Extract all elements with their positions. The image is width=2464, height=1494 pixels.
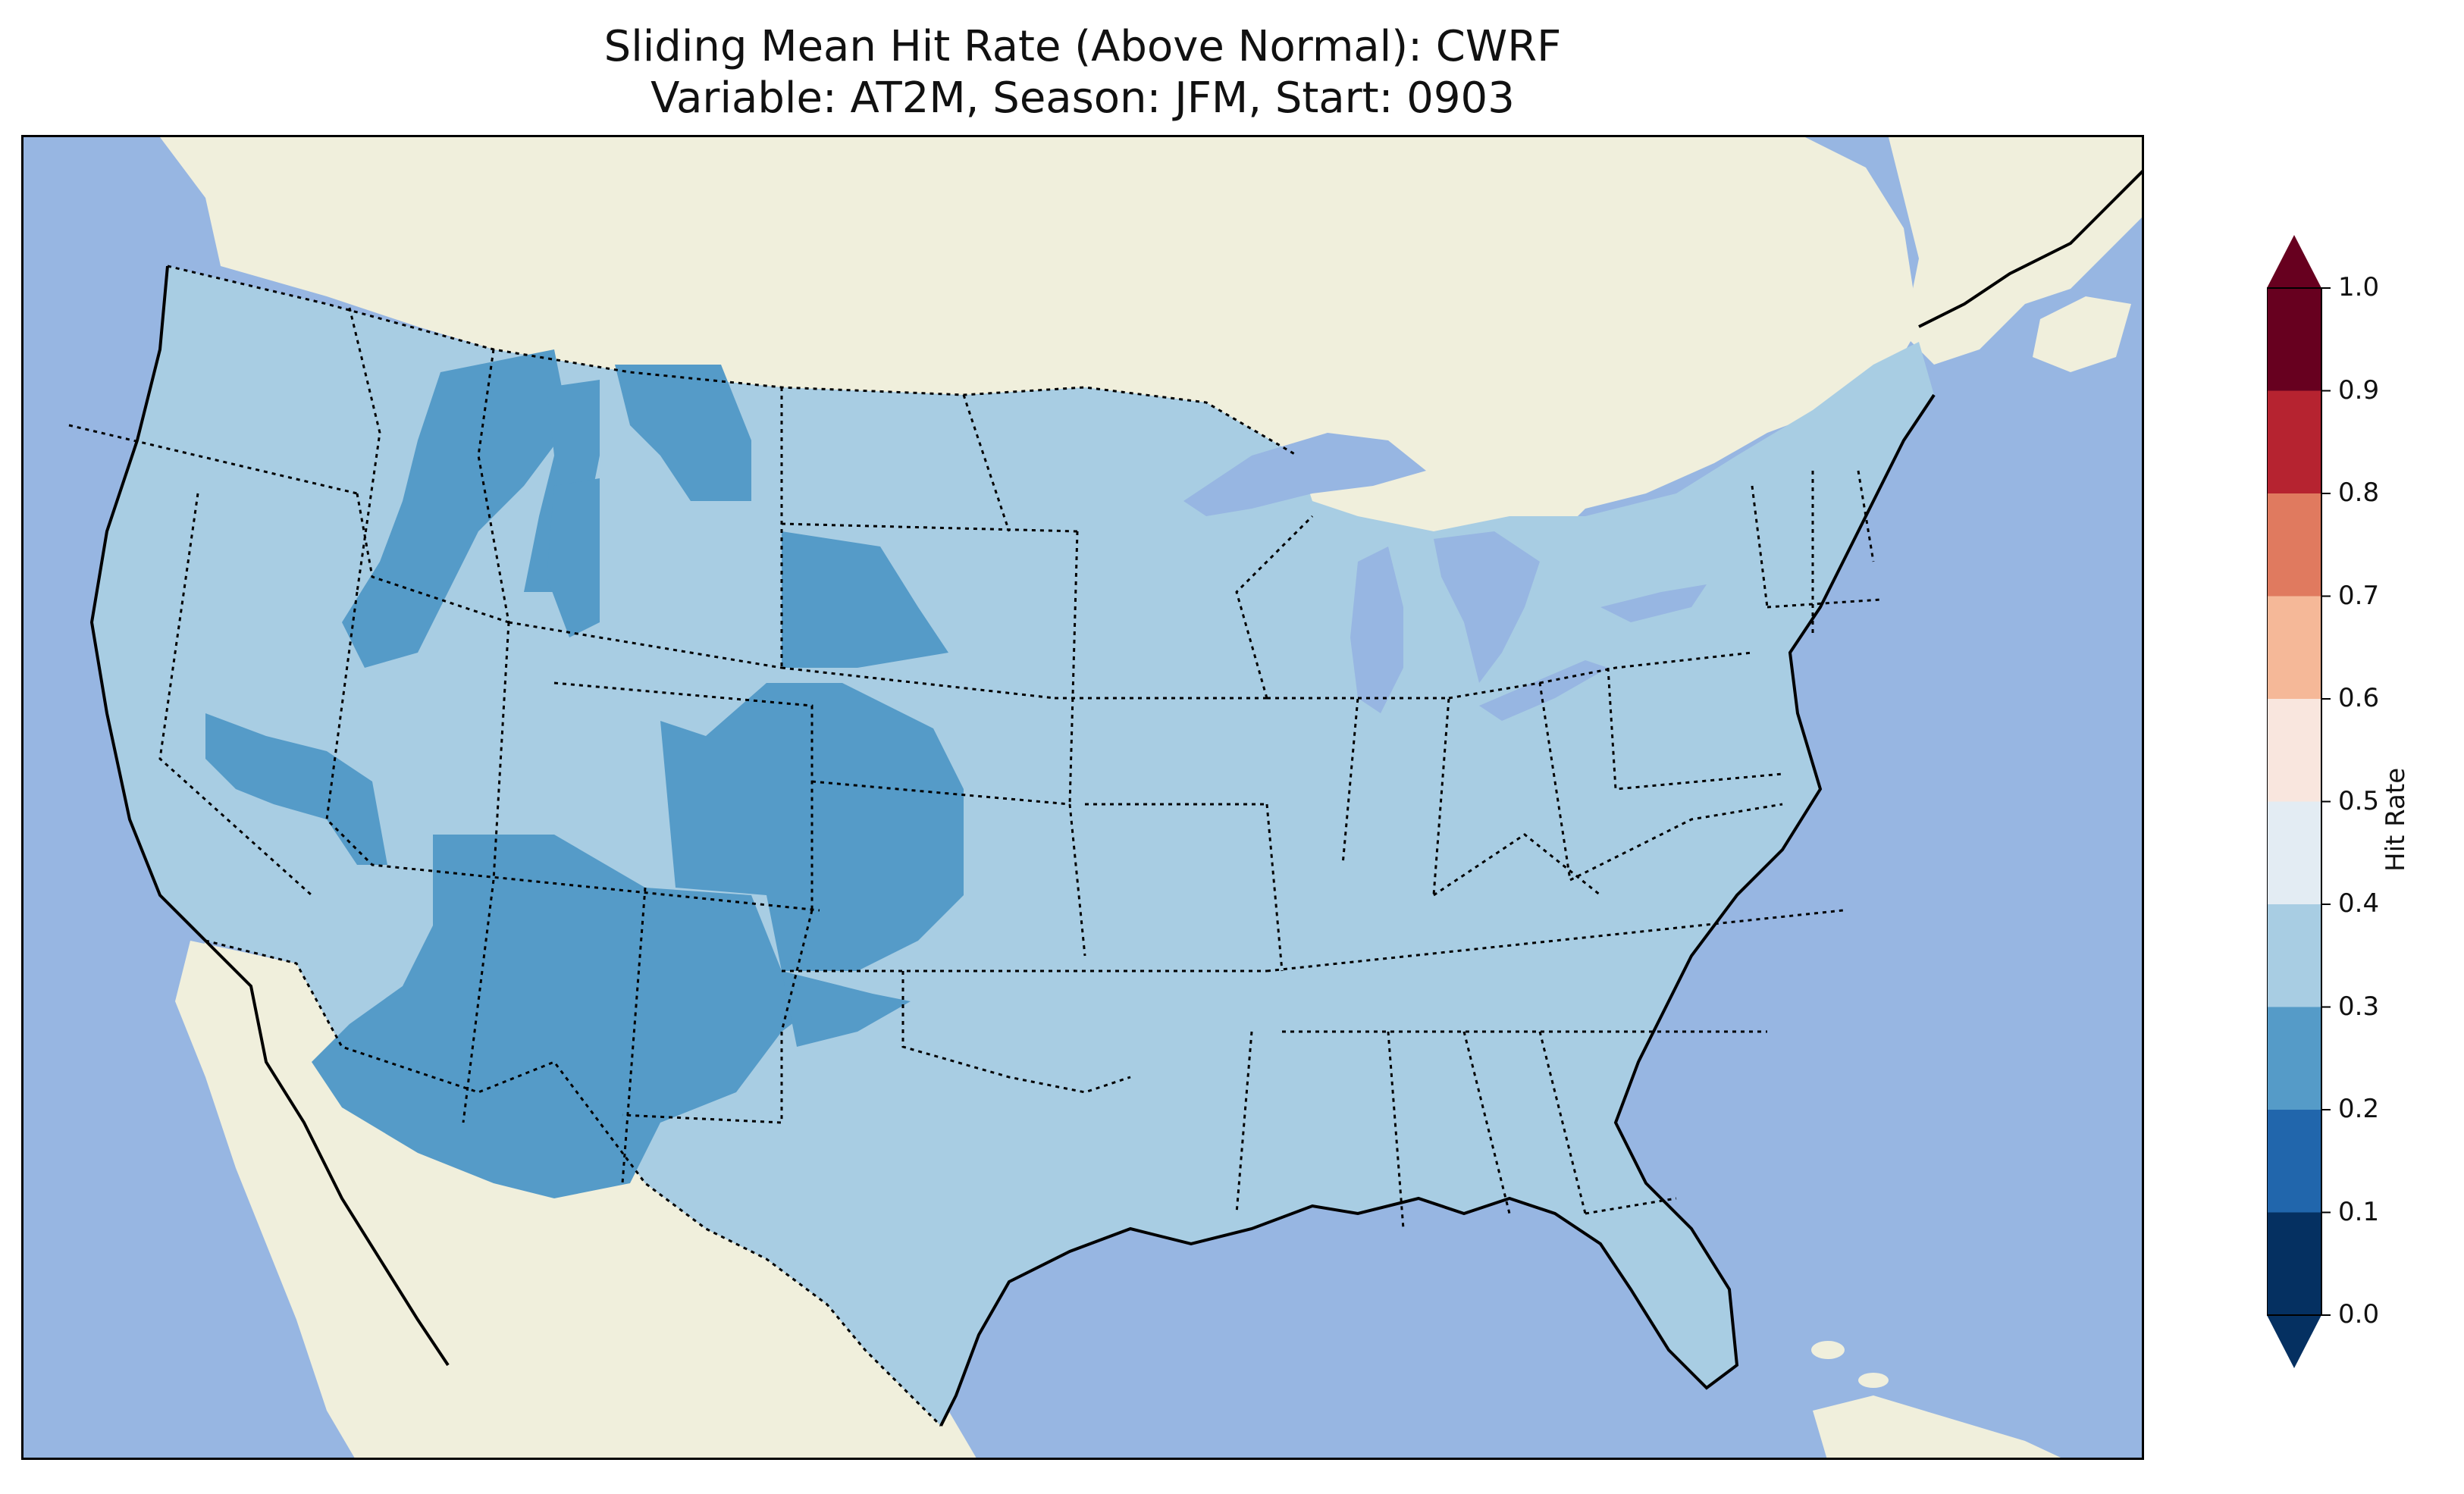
state-borders-north	[68, 307, 1079, 805]
lake-ontario	[1600, 584, 1707, 622]
rockies-region	[342, 349, 569, 668]
colorbar-tick-label: 0.6	[2338, 683, 2380, 713]
colorbar-tick-label: 0.9	[2338, 374, 2380, 406]
colorbar-over-triangle	[2267, 235, 2321, 288]
newfoundland-land	[2033, 296, 2131, 372]
colorbar-tick-label: 0.2	[2338, 1094, 2380, 1124]
southwest-region	[312, 835, 842, 1198]
colorbar-tick-label: 1.0	[2338, 272, 2380, 302]
colorbar-tick-label: 0.5	[2338, 785, 2380, 816]
texas-panhandle-region	[782, 971, 911, 1047]
figure-title: Sliding Mean Hit Rate (Above Normal): CW…	[21, 21, 2144, 124]
dakota-region	[782, 531, 948, 668]
cuba-land	[1813, 1395, 2061, 1458]
canada-east-coast	[1918, 170, 2142, 328]
colorbar-bin	[2267, 801, 2321, 904]
colorbar-bin	[2267, 1007, 2321, 1110]
coastlines	[89, 170, 2142, 1427]
mexico-us-border	[205, 939, 942, 1427]
gulf-coast	[939, 393, 1936, 1427]
lake-huron	[1434, 531, 1540, 683]
colorbar-bin	[2267, 1212, 2321, 1315]
colorbar-bin	[2267, 904, 2321, 1007]
colorbar-tick-label: 0.4	[2338, 888, 2380, 919]
map-canvas	[24, 137, 2142, 1458]
colorbar-tick-label: 0.8	[2338, 478, 2380, 508]
colorbar-tick-label: 0.0	[2338, 1299, 2380, 1330]
colorbar-bin	[2267, 288, 2321, 391]
great-lakes	[1183, 433, 1707, 721]
state-borders-west	[158, 493, 820, 1184]
colorbar-bin	[2267, 390, 2321, 493]
colorbar-tick-label: 0.1	[2338, 1196, 2380, 1227]
colorbar-label: Hit Rate	[2381, 767, 2411, 872]
hit-02-03-regions	[205, 349, 964, 1198]
colorbar-tick-label: 0.3	[2338, 991, 2380, 1022]
title-line-1: Sliding Mean Hit Rate (Above Normal): CW…	[603, 22, 1562, 71]
map-panel	[21, 135, 2144, 1460]
borders	[68, 265, 1882, 1427]
colorbar-bin	[2267, 699, 2321, 802]
lake-superior	[1183, 433, 1426, 516]
colorbar	[2267, 235, 2331, 1368]
colorbar-bin	[2267, 596, 2321, 699]
nevada-region	[205, 713, 387, 865]
title-line-2: Variable: AT2M, Season: JFM, Start: 0903	[650, 74, 1515, 123]
colorbar-under-triangle	[2267, 1315, 2321, 1368]
bahamas-island	[1858, 1373, 1889, 1388]
lake-michigan	[1350, 547, 1403, 713]
state-borders-east	[1235, 470, 1882, 1229]
colorbar-bin	[2267, 493, 2321, 597]
baja-land	[190, 941, 448, 1395]
west-coast	[89, 265, 450, 1367]
colorbar-bins	[2267, 288, 2321, 1315]
state-borders-central	[782, 515, 1314, 1094]
colorbar-bin	[2267, 1110, 2321, 1213]
bahamas-island	[1811, 1341, 1845, 1359]
colorbar-tick-label: 0.7	[2338, 580, 2380, 611]
maritimes-land	[1889, 137, 2142, 365]
colorbar-ticks	[2321, 287, 2331, 1316]
colorado-region	[660, 683, 964, 971]
wyoming-region	[547, 478, 600, 637]
montana-region	[615, 365, 751, 501]
